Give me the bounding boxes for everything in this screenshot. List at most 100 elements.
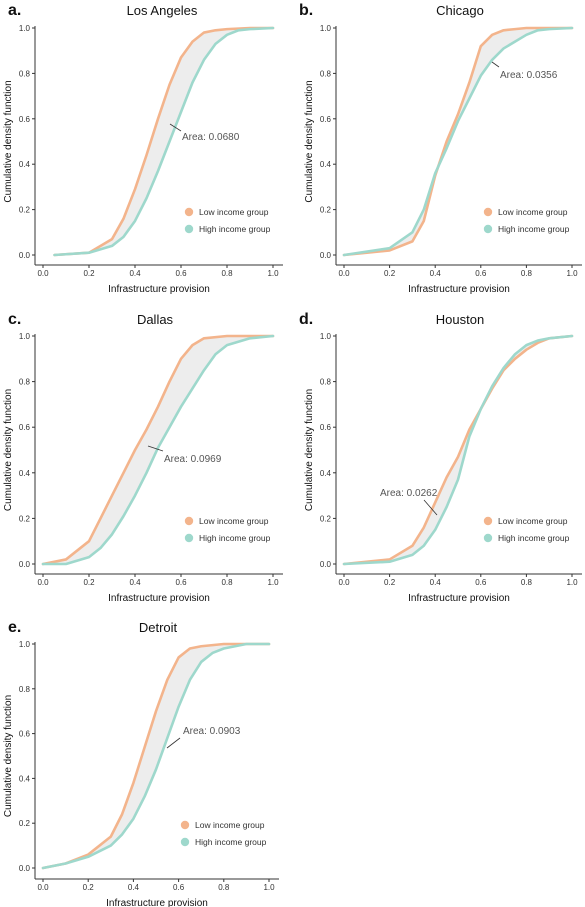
area-annotation: Area: 0.0903 bbox=[183, 726, 241, 737]
annotation-leader-line bbox=[423, 499, 438, 516]
y-tick-label: 0.6 bbox=[320, 115, 332, 124]
y-tick-label: 0.8 bbox=[320, 378, 332, 387]
legend-low-income-marker bbox=[483, 516, 493, 526]
y-tick-label: 0.2 bbox=[19, 206, 31, 215]
x-tick-label: 0.0 bbox=[338, 578, 350, 587]
x-axis-label: Infrastructure provision bbox=[108, 284, 210, 295]
y-tick-label: 0.4 bbox=[320, 469, 332, 478]
legend-high-income-label: High income group bbox=[195, 837, 267, 847]
panel-title: Chicago bbox=[436, 3, 484, 18]
difference-area bbox=[43, 644, 269, 868]
y-tick-label: 0.4 bbox=[320, 160, 332, 169]
x-tick-label: 0.0 bbox=[37, 269, 49, 278]
y-tick-label: 0.2 bbox=[320, 206, 332, 215]
x-tick-label: 0.4 bbox=[430, 269, 442, 278]
panel-letter: b. bbox=[299, 2, 313, 19]
x-tick-label: 0.2 bbox=[384, 269, 396, 278]
panel-title: Dallas bbox=[137, 312, 174, 327]
panel-letter: c. bbox=[8, 311, 21, 328]
x-tick-label: 0.4 bbox=[430, 578, 442, 587]
y-tick-label: 1.0 bbox=[320, 24, 332, 33]
legend-high-income-marker bbox=[483, 533, 493, 543]
annotation-leader-line bbox=[491, 61, 500, 68]
x-tick-label: 0.4 bbox=[129, 269, 141, 278]
x-tick-label: 1.0 bbox=[566, 269, 578, 278]
annotation-leader-line bbox=[169, 123, 182, 132]
x-tick-label: 0.0 bbox=[37, 883, 49, 892]
panel-letter: e. bbox=[8, 619, 21, 636]
panel-dallas: c. Dallas 0.0 0.2 0.4 0.6 0.8 1.0 0.0 0.2 0.4 0.6 0.… bbox=[3, 311, 283, 604]
y-tick-label: 0.2 bbox=[19, 819, 31, 828]
panel-letter: a. bbox=[8, 2, 21, 19]
panel-chicago: b. Chicago 0.0 0.2 0.4 0.6 0.8 1.0 0.0 0.2 0.4 0.6 0… bbox=[299, 2, 582, 295]
legend-low-income-marker bbox=[483, 207, 493, 217]
x-tick-label: 0.2 bbox=[384, 578, 396, 587]
annotation-leader-line bbox=[147, 445, 164, 452]
y-tick-label: 0.4 bbox=[19, 469, 31, 478]
x-tick-label: 0.0 bbox=[338, 269, 350, 278]
low-income-cdf-line bbox=[53, 26, 275, 257]
y-tick-label: 0.0 bbox=[19, 560, 31, 569]
x-tick-label: 0.6 bbox=[173, 883, 185, 892]
x-tick-label: 0.4 bbox=[128, 883, 140, 892]
x-tick-label: 0.4 bbox=[129, 578, 141, 587]
y-tick-label: 0.0 bbox=[19, 251, 31, 260]
area-annotation: Area: 0.0680 bbox=[182, 132, 240, 143]
high-income-cdf-line bbox=[342, 26, 574, 257]
x-tick-label: 0.8 bbox=[218, 883, 230, 892]
x-axis-label: Infrastructure provision bbox=[408, 284, 510, 295]
area-annotation: Area: 0.0969 bbox=[164, 454, 222, 465]
high-income-cdf-line bbox=[41, 334, 275, 566]
y-tick-label: 0.8 bbox=[320, 69, 332, 78]
y-axis-label: Cumulative density function bbox=[3, 389, 14, 511]
y-tick-label: 0.4 bbox=[19, 160, 31, 169]
x-tick-label: 0.2 bbox=[83, 883, 95, 892]
legend-high-income-marker bbox=[184, 533, 194, 543]
x-tick-label: 0.8 bbox=[221, 578, 233, 587]
legend-high-income-label: High income group bbox=[498, 224, 570, 234]
high-income-cdf-line bbox=[342, 334, 574, 566]
y-tick-label: 0.8 bbox=[19, 685, 31, 694]
x-tick-label: 0.6 bbox=[475, 269, 487, 278]
panel-los-angeles: a. Los Angeles 0.0 0.2 0.4 0.6 0.8 1.0 0.0 0.2 0.4… bbox=[3, 2, 283, 295]
legend-high-income-marker bbox=[180, 837, 190, 847]
high-income-cdf-line bbox=[53, 26, 275, 257]
x-tick-label: 0.8 bbox=[221, 269, 233, 278]
legend-high-income-label: High income group bbox=[199, 224, 271, 234]
x-tick-label: 1.0 bbox=[263, 883, 275, 892]
panel-houston: d. Houston 0.0 0.2 0.4 0.6 0.8 1.0 0.0 0.2 0.4 0.6 0… bbox=[299, 311, 582, 604]
y-tick-label: 1.0 bbox=[19, 332, 31, 341]
legend-high-income-marker bbox=[483, 224, 493, 234]
x-tick-label: 1.0 bbox=[267, 269, 279, 278]
legend-low-income-label: Low income group bbox=[199, 207, 269, 217]
y-tick-label: 1.0 bbox=[19, 24, 31, 33]
x-tick-label: 0.0 bbox=[37, 578, 49, 587]
legend-high-income-label: High income group bbox=[498, 533, 570, 543]
low-income-cdf-line bbox=[342, 334, 574, 566]
y-tick-label: 1.0 bbox=[19, 640, 31, 649]
y-axis-label: Cumulative density function bbox=[304, 389, 315, 511]
low-income-cdf-line bbox=[342, 26, 574, 257]
x-tick-label: 0.2 bbox=[83, 578, 95, 587]
y-tick-label: 0.6 bbox=[19, 730, 31, 739]
y-tick-label: 0.0 bbox=[320, 251, 332, 260]
y-tick-label: 0.0 bbox=[320, 560, 332, 569]
y-tick-label: 0.6 bbox=[19, 423, 31, 432]
legend-low-income-label: Low income group bbox=[195, 820, 265, 830]
low-income-cdf-line bbox=[41, 334, 275, 566]
difference-area bbox=[344, 28, 572, 255]
panel-title: Houston bbox=[436, 312, 484, 327]
panel-title: Detroit bbox=[139, 620, 178, 635]
y-tick-label: 0.6 bbox=[19, 115, 31, 124]
high-income-cdf-line bbox=[41, 642, 271, 870]
y-axis-label: Cumulative density function bbox=[3, 80, 14, 202]
x-tick-label: 0.2 bbox=[83, 269, 95, 278]
legend-low-income-label: Low income group bbox=[199, 516, 269, 526]
x-tick-label: 0.6 bbox=[475, 578, 487, 587]
y-tick-label: 0.4 bbox=[19, 774, 31, 783]
x-tick-label: 1.0 bbox=[566, 578, 578, 587]
annotation-leader-line bbox=[166, 737, 181, 749]
area-annotation: Area: 0.0262 bbox=[380, 488, 438, 499]
legend-low-income-label: Low income group bbox=[498, 516, 568, 526]
